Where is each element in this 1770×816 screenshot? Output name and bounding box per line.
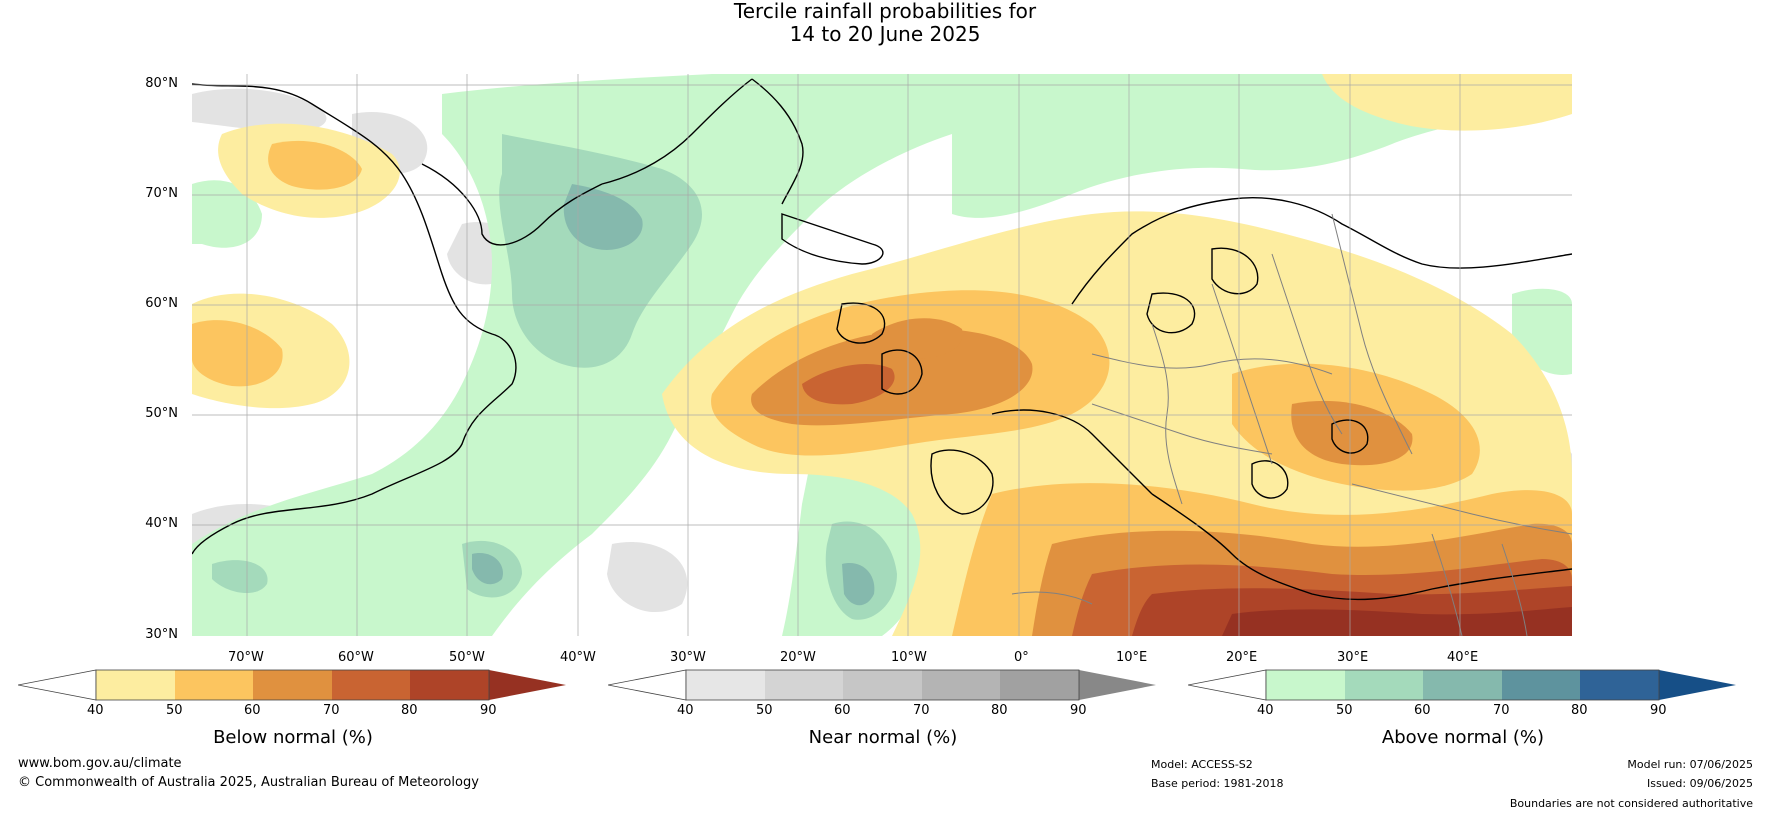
near-tick-50: 50 <box>756 703 773 718</box>
below-tick-80: 80 <box>401 703 418 718</box>
near-tick-60: 60 <box>834 703 851 718</box>
footer-copyright: © Commonwealth of Australia 2025, Austra… <box>18 775 479 790</box>
lon-label-70w: 70°W <box>228 650 264 665</box>
footer-base-period: Base period: 1981-2018 <box>1151 777 1284 790</box>
colorbar-near-swatches <box>608 669 1156 701</box>
above-swatch-40-50 <box>1266 670 1345 700</box>
above-swatch-50-60 <box>1345 670 1423 700</box>
lat-label-30n: 30°N <box>145 627 178 642</box>
near-tick-40: 40 <box>677 703 694 718</box>
below-tick-60: 60 <box>244 703 261 718</box>
below-tick-90: 90 <box>480 703 497 718</box>
colorbar-above-swatches <box>1188 669 1736 701</box>
lat-label-80n: 80°N <box>145 76 178 91</box>
lon-label-50w: 50°W <box>449 650 485 665</box>
lon-label-10w: 10°W <box>891 650 927 665</box>
lat-label-60n: 60°N <box>145 296 178 311</box>
footer-model-run: Model run: 07/06/2025 <box>1627 758 1753 771</box>
footer-website: www.bom.gov.au/climate <box>18 756 182 771</box>
above-tick-50: 50 <box>1336 703 1353 718</box>
lon-label-20e: 20°E <box>1226 650 1258 665</box>
lon-label-40w: 40°W <box>560 650 596 665</box>
lon-label-0: 0° <box>1014 650 1029 665</box>
graticule <box>192 74 1572 636</box>
map-canvas <box>192 74 1572 636</box>
colorbar-near-title: Near normal (%) <box>808 727 958 748</box>
lat-label-50n: 50°N <box>145 406 178 421</box>
above-swatch-80-90 <box>1580 670 1659 700</box>
below-normal-areas <box>192 74 1572 636</box>
above-tick-90: 90 <box>1650 703 1667 718</box>
title-line-2: 14 to 20 June 2025 <box>789 22 981 46</box>
rainfall-probability-map <box>192 74 1572 636</box>
above-tick-80: 80 <box>1571 703 1588 718</box>
colorbar-near-normal: 40 50 60 70 80 90 <box>608 668 1158 718</box>
lon-label-10e: 10°E <box>1116 650 1148 665</box>
lon-label-40e: 40°E <box>1447 650 1479 665</box>
near-upper-arrow <box>1079 670 1156 700</box>
colorbar-below-swatches <box>18 669 566 701</box>
above-tick-70: 70 <box>1493 703 1510 718</box>
lon-label-30e: 30°E <box>1337 650 1369 665</box>
near-swatch-40-50 <box>686 670 765 700</box>
below-tick-50: 50 <box>166 703 183 718</box>
above-lower-arrow <box>1188 669 1267 701</box>
below-tick-70: 70 <box>323 703 340 718</box>
near-swatch-50-60 <box>765 670 843 700</box>
near-tick-90: 90 <box>1070 703 1087 718</box>
country-borders <box>1011 213 1572 636</box>
above-upper-arrow <box>1659 670 1736 700</box>
colorbar-below-normal: 40 50 60 70 80 90 <box>18 668 568 718</box>
lat-label-70n: 70°N <box>145 186 178 201</box>
above-tick-60: 60 <box>1414 703 1431 718</box>
footer-disclaimer: Boundaries are not considered authoritat… <box>1509 797 1753 810</box>
near-swatch-60-70 <box>843 670 922 700</box>
colorbar-below-title: Below normal (%) <box>213 727 373 748</box>
colorbar-above-normal: 40 50 60 70 80 90 <box>1188 668 1738 718</box>
lat-label-40n: 40°N <box>145 516 178 531</box>
near-swatch-70-80 <box>922 670 1000 700</box>
lon-label-30w: 30°W <box>670 650 706 665</box>
below-swatch-50-60 <box>175 670 253 700</box>
below-swatch-60-70 <box>253 670 332 700</box>
below-swatch-80-90 <box>410 670 489 700</box>
above-swatch-60-70 <box>1423 670 1502 700</box>
lon-label-20w: 20°W <box>780 650 816 665</box>
near-lower-arrow <box>608 669 687 701</box>
above-tick-40: 40 <box>1257 703 1274 718</box>
map-title: Tercile rainfall probabilities for 14 to… <box>0 0 1770 46</box>
title-line-1: Tercile rainfall probabilities for <box>733 0 1037 23</box>
above-swatch-70-80 <box>1502 670 1580 700</box>
below-swatch-70-80 <box>332 670 410 700</box>
footer-issued: Issued: 09/06/2025 <box>1646 777 1753 790</box>
lon-label-60w: 60°W <box>338 650 374 665</box>
colorbar-above-title: Above normal (%) <box>1381 727 1545 748</box>
below-tick-40: 40 <box>87 703 104 718</box>
near-tick-80: 80 <box>991 703 1008 718</box>
near-swatch-80-90 <box>1000 670 1079 700</box>
below-lower-arrow <box>18 669 97 701</box>
near-tick-70: 70 <box>913 703 930 718</box>
below-swatch-40-50 <box>96 670 175 700</box>
coastlines <box>192 78 1572 601</box>
below-upper-arrow <box>489 670 566 700</box>
footer-model: Model: ACCESS-S2 <box>1151 758 1253 771</box>
